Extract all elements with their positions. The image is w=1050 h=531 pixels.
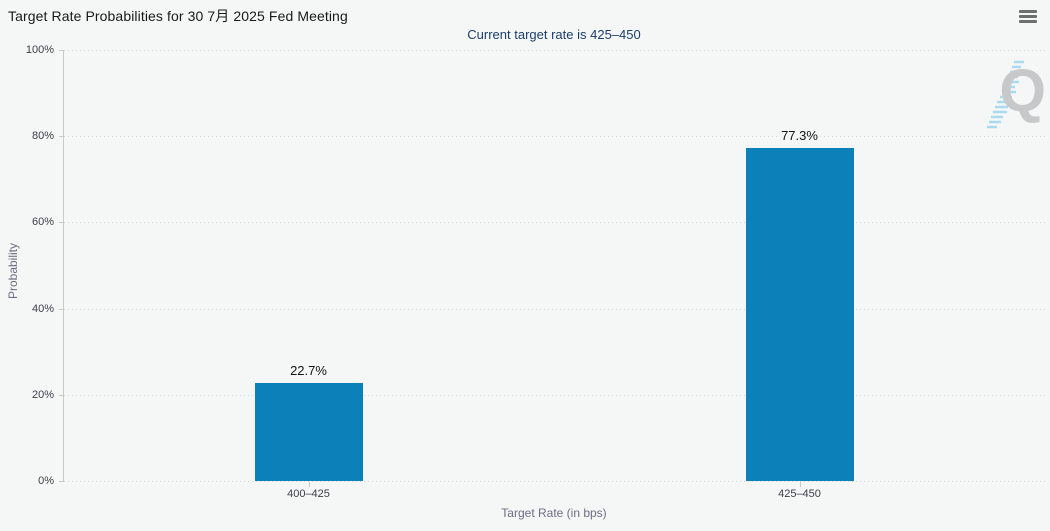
y-tick-mark bbox=[59, 481, 63, 482]
watermark-slash-icon bbox=[987, 60, 1024, 129]
x-tick-mark bbox=[799, 482, 801, 487]
y-tick-label: 40% bbox=[31, 303, 54, 315]
y-gridline bbox=[64, 309, 1045, 310]
y-tick-mark bbox=[59, 309, 63, 310]
x-tick-mark bbox=[308, 482, 310, 487]
y-tick-label: 60% bbox=[31, 216, 54, 228]
hamburger-bar bbox=[1019, 9, 1037, 13]
bar-value-label: 22.7% bbox=[287, 363, 330, 380]
y-tick-label: 100% bbox=[25, 44, 54, 56]
bar-value-label: 77.3% bbox=[778, 127, 821, 144]
hamburger-bar bbox=[1019, 19, 1037, 23]
y-tick-mark bbox=[59, 50, 63, 51]
y-tick-mark bbox=[59, 222, 63, 223]
x-axis-title: Target Rate (in bps) bbox=[501, 506, 607, 520]
y-gridline bbox=[64, 395, 1045, 396]
hamburger-bar bbox=[1019, 14, 1037, 18]
x-tick-label: 400–425 bbox=[287, 488, 330, 500]
watermark-q-letter: Q bbox=[999, 57, 1046, 124]
hamburger-menu-icon[interactable] bbox=[1019, 8, 1039, 24]
current-target-rate-subtitle: Current target rate is 425–450 bbox=[467, 27, 641, 42]
y-tick-mark bbox=[59, 395, 63, 396]
y-tick-label: 80% bbox=[31, 130, 54, 142]
quikstrike-watermark: Q bbox=[984, 56, 1046, 136]
y-gridline bbox=[64, 481, 1045, 482]
x-tick-label: 425–450 bbox=[778, 488, 821, 500]
y-axis-line bbox=[63, 50, 64, 482]
y-tick-label: 0% bbox=[38, 475, 54, 487]
y-gridline bbox=[64, 50, 1045, 51]
y-gridline bbox=[64, 136, 1045, 137]
bar-400–425[interactable] bbox=[254, 383, 363, 481]
bar-425–450[interactable] bbox=[745, 147, 854, 481]
y-gridline bbox=[64, 222, 1045, 223]
y-tick-label: 20% bbox=[31, 389, 54, 401]
y-tick-mark bbox=[59, 136, 63, 137]
chart-title: Target Rate Probabilities for 30 7月 2025… bbox=[8, 8, 348, 24]
